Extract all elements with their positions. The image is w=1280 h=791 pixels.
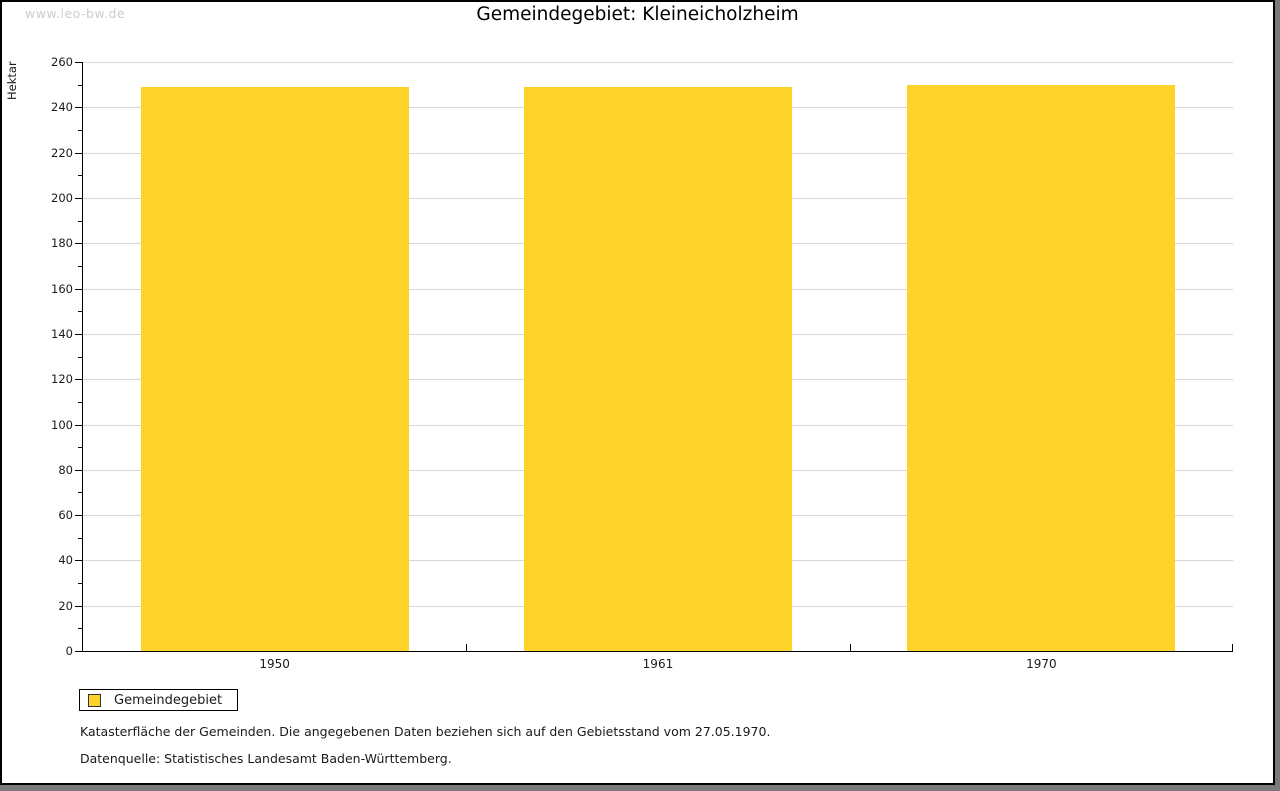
y-tick-label-60: 60: [58, 508, 73, 523]
y-tick-200: [75, 197, 83, 199]
x-tick-label-1961: 1961: [642, 657, 674, 671]
y-tick-100: [75, 424, 83, 426]
y-minortick-250: [78, 84, 83, 86]
y-minortick-190: [78, 220, 83, 222]
x-tick-2: [849, 644, 851, 651]
y-tick-20: [75, 605, 83, 607]
y-minortick-210: [78, 175, 83, 177]
y-tick-40: [75, 560, 83, 562]
y-tick-label-180: 180: [51, 236, 73, 251]
x-tick-3: [1232, 644, 1233, 651]
x-tick-1: [466, 644, 468, 651]
y-tick-120: [75, 379, 83, 381]
y-tick-label-100: 100: [51, 417, 73, 432]
y-tick-label-200: 200: [51, 190, 73, 205]
y-tick-label-160: 160: [51, 281, 73, 296]
y-minortick-50: [78, 537, 83, 539]
plot-area: 0 20 40 60 80 100 120 140 160 180 200 220 240 260 1950…: [51, 55, 1233, 671]
y-tick-label-40: 40: [58, 553, 73, 568]
y-tick-label-220: 220: [51, 145, 73, 160]
note-datenquelle: Datenquelle: Statistisches Landesamt Bad…: [80, 751, 452, 766]
legend-label: Gemeindegebiet: [114, 692, 223, 708]
legend-box: Gemeindegebiet: [79, 689, 239, 711]
y-tick-label-240: 240: [51, 100, 73, 115]
y-tick-label-140: 140: [51, 326, 73, 341]
y-minortick-170: [78, 265, 83, 267]
y-tick-240: [75, 107, 83, 109]
watermark: www.leo-bw.de: [25, 6, 126, 21]
y-tick-260: [75, 62, 83, 63]
bar-1970: [907, 84, 1176, 651]
y-minortick-110: [78, 401, 83, 403]
y-tick-160: [75, 288, 83, 290]
y-tick-60: [75, 515, 83, 517]
y-tick-140: [75, 333, 83, 335]
legend-swatch: [88, 693, 101, 707]
y-minortick-230: [78, 130, 83, 131]
y-minortick-30: [78, 583, 83, 584]
chart-title: Gemeindegebiet: Kleineicholzheim: [476, 4, 799, 25]
y-tick-label-0: 0: [65, 644, 73, 658]
bar-1961: [524, 86, 792, 651]
y-minortick-150: [78, 311, 83, 313]
y-tick-label-260: 260: [51, 55, 73, 69]
y-tick-180: [75, 243, 83, 245]
x-tick-label-1970: 1970: [1026, 657, 1057, 671]
note-gebietsstand: Katasterfläche der Gemeinden. Die angege…: [80, 724, 771, 739]
y-tick-220: [75, 152, 83, 154]
y-minortick-130: [78, 356, 83, 358]
y-tick-label-20: 20: [58, 598, 73, 613]
y-minortick-70: [78, 492, 83, 494]
y-minortick-10: [78, 628, 83, 630]
y-tick-0: [75, 651, 83, 652]
gridline-y-260: [83, 62, 1233, 63]
bar-1950: [140, 86, 409, 651]
y-axis-title: Hektar: [5, 61, 19, 100]
y-tick-label-80: 80: [58, 462, 73, 477]
x-tick-label-1950: 1950: [259, 657, 290, 671]
y-tick-80: [75, 469, 83, 471]
y-tick-label-120: 120: [51, 372, 73, 387]
y-minortick-90: [78, 447, 83, 449]
